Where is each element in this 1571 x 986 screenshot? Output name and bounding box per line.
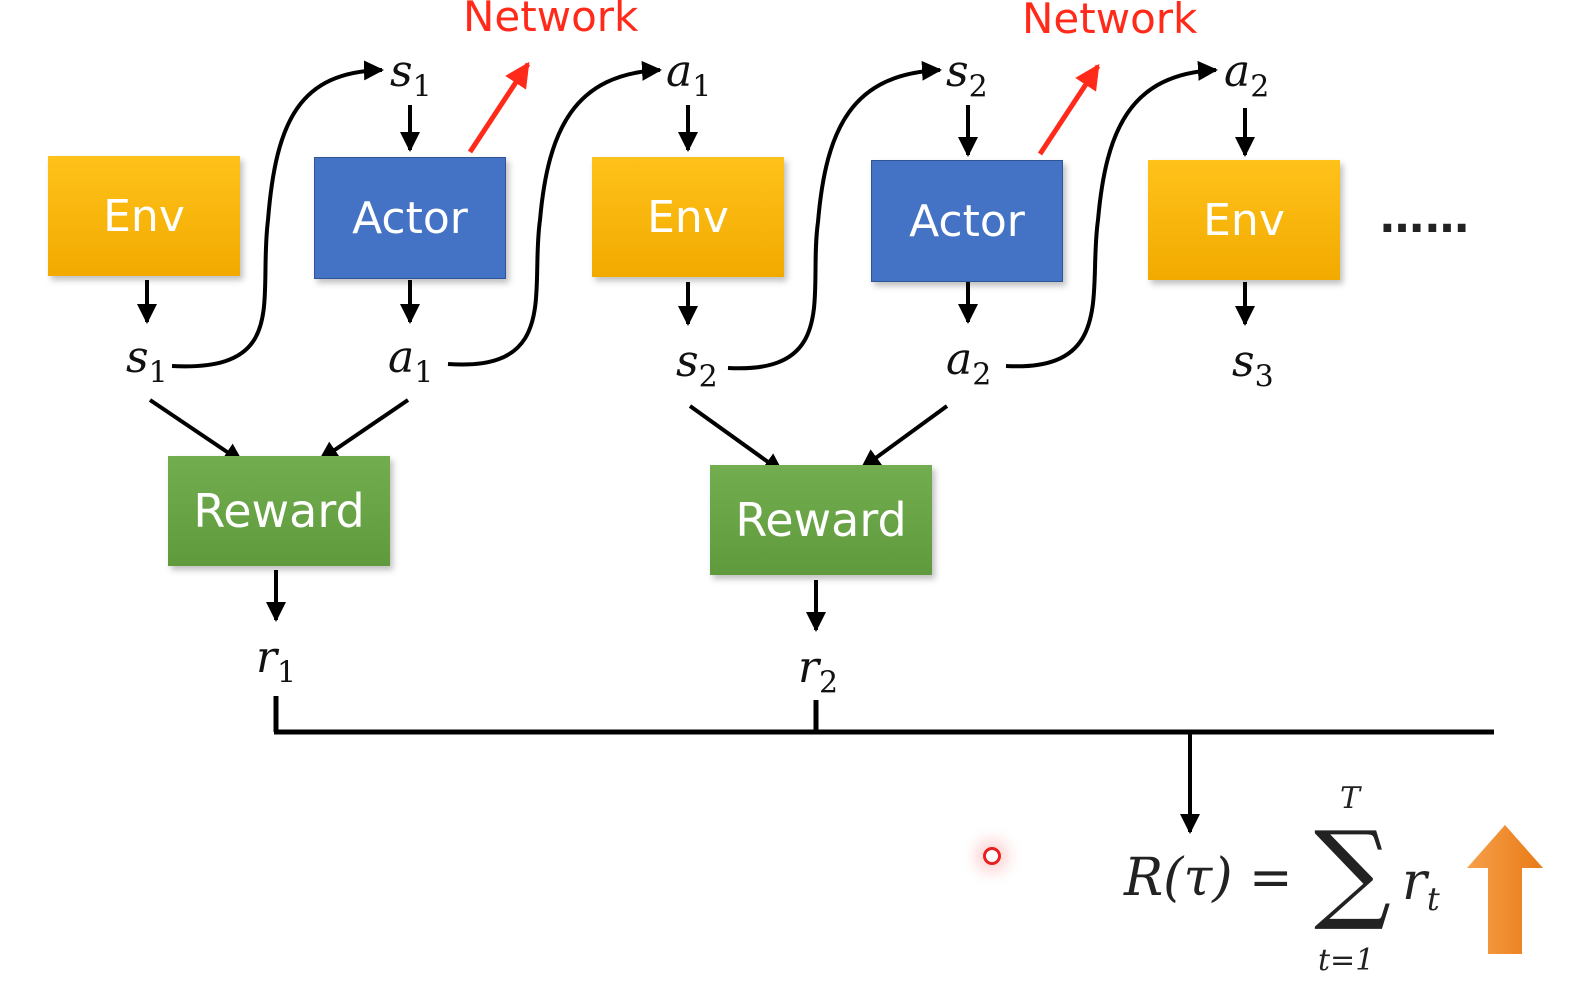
reward-box-1: Reward [168,456,390,566]
actor-box-1: Actor [314,157,506,279]
continuation-ellipsis: …… [1380,192,1470,243]
orange-up-arrow-icon [1467,825,1543,954]
curve-s2-to-actor-input [727,60,942,371]
var-s1: s1 [126,332,168,391]
laser-pointer-dot-icon [983,847,1001,865]
curve-a1-to-env-input [447,60,662,367]
env-box-2: Env [592,157,784,277]
actor-box-2: Actor [871,160,1063,282]
arrow-s1-reward1 [148,398,244,464]
var-a2-top: a2 [1224,46,1270,105]
var-a2: a2 [946,334,992,393]
var-s2-top: s2 [946,46,988,105]
network-arrow-1 [467,61,531,154]
formula-sigma: ∑ [1314,809,1392,934]
network-label-2: Network [1022,0,1198,43]
var-s1-top: s1 [390,46,432,105]
arrow-a2-reward2 [860,404,949,470]
env-box-1: Env [48,156,240,276]
arrow-s2-reward2 [688,404,784,474]
network-arrow-2 [1037,63,1101,156]
formula-term: rt [1402,852,1440,919]
env-box-3: Env [1148,160,1340,280]
arrow-a1-reward1 [318,398,410,462]
formula-lower-limit: t=1 [1318,943,1375,978]
var-a1-top: a1 [666,46,712,105]
var-r1: r1 [256,632,297,691]
formula-lhs: R(τ) = [1124,848,1293,908]
formula-upper-limit: T [1340,781,1361,816]
var-s3: s3 [1232,336,1274,395]
reward-box-2: Reward [710,465,932,575]
var-a1: a1 [388,332,434,391]
curve-a2-to-env-input [1005,60,1218,369]
var-s2: s2 [676,336,718,395]
var-r2: r2 [798,642,839,701]
network-label-1: Network [463,0,639,41]
curve-s1-to-actor-input [171,60,384,369]
